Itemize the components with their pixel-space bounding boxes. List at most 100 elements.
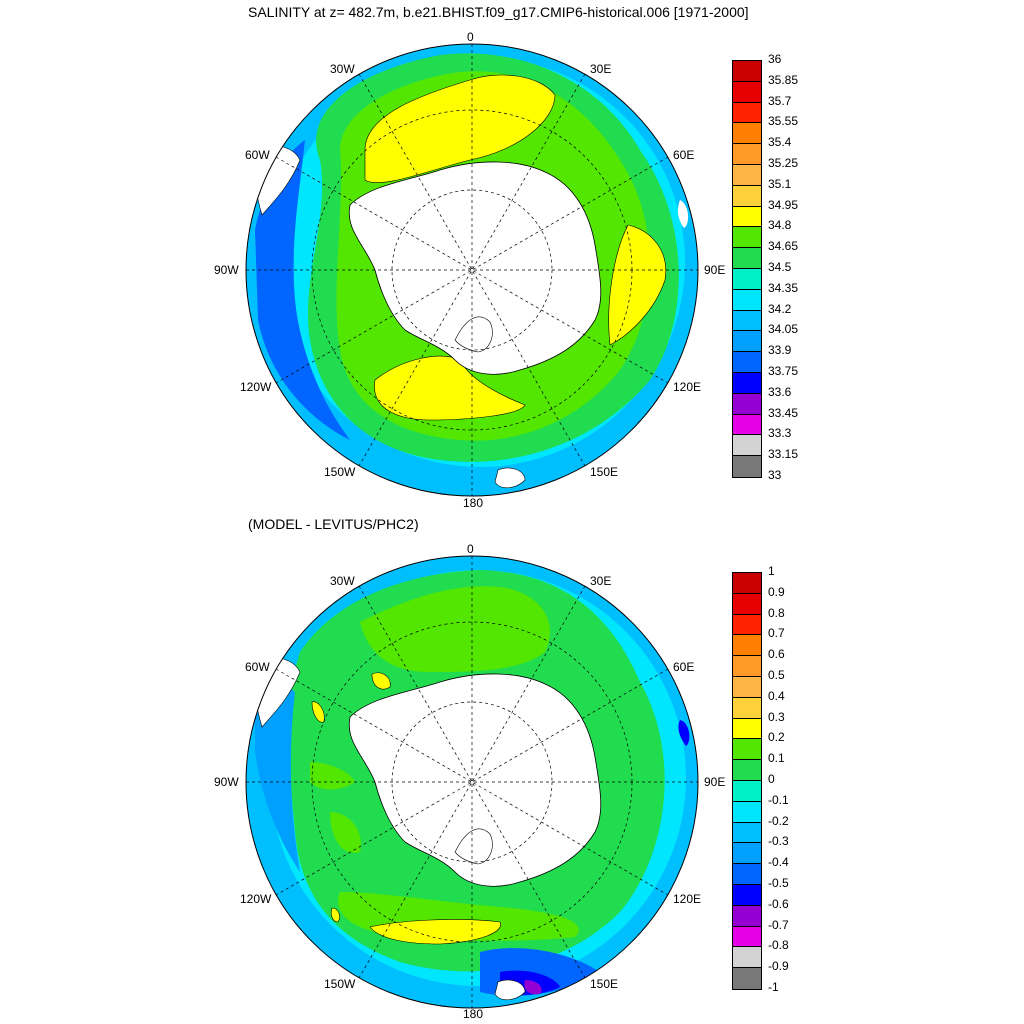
colorbar-level-label: -0.9: [768, 959, 789, 974]
colorbar-level-label: -0.1: [768, 792, 789, 807]
colorbar-swatch: [733, 801, 761, 823]
colorbar-swatch: [733, 947, 761, 969]
colorbar-swatch: [733, 780, 761, 802]
colorbar-swatch: [733, 843, 761, 865]
colorbar-swatch: [733, 372, 761, 394]
difference-polar-map: [245, 555, 699, 1009]
colorbar-level-label: 0.9: [768, 584, 785, 599]
colorbar-level-label: 33.6: [768, 384, 792, 399]
colorbar-swatch: [733, 864, 761, 885]
colorbar-swatch: [733, 268, 761, 290]
colorbar-level-label: 34.05: [768, 322, 799, 337]
colorbar-swatch: [733, 435, 761, 457]
colorbar-swatch: [733, 206, 761, 228]
lon-label: 120E: [673, 892, 702, 906]
colorbar-swatch: [733, 884, 761, 906]
colorbar-swatch: [733, 456, 761, 477]
lon-label: 60E: [673, 660, 695, 674]
lon-label: 0: [467, 542, 474, 556]
colorbar-level-label: 33.3: [768, 426, 792, 441]
lon-label: 180: [463, 496, 484, 510]
colorbar-level-label: 0.5: [768, 668, 785, 682]
lon-label: 0: [467, 30, 474, 44]
lon-label: 30E: [590, 574, 612, 588]
colorbar-swatch: [733, 614, 761, 636]
colorbar-level-label: 0.2: [768, 730, 785, 745]
salinity-polar-map: [245, 43, 699, 497]
colorbar-swatch: [733, 822, 761, 844]
colorbar-level-label: -0.2: [768, 813, 789, 828]
colorbar-swatch: [733, 718, 761, 740]
lon-label: 60W: [245, 148, 270, 162]
colorbar-swatch: [733, 81, 761, 103]
colorbar-level-label: 34.2: [768, 301, 792, 316]
colorbar-swatch: [733, 635, 761, 657]
colorbar-swatch: [733, 697, 761, 719]
lon-label: 150E: [590, 465, 619, 479]
colorbar-swatch: [733, 968, 761, 989]
lon-label: 120E: [673, 380, 702, 394]
colorbar-swatch: [733, 310, 761, 332]
colorbar-level-label: 33.15: [768, 447, 799, 462]
colorbar-level-label: -0.3: [768, 834, 789, 849]
colorbar-level-label: 33.45: [768, 405, 799, 420]
lon-label: 30W: [330, 574, 355, 588]
lon-label: 150W: [324, 977, 356, 991]
colorbar-swatch: [733, 739, 761, 761]
colorbar-swatch: [733, 144, 761, 165]
colorbar-level-label: 0.3: [768, 709, 785, 724]
lon-label: 180: [463, 1007, 484, 1021]
colorbar-swatch: [733, 123, 761, 145]
colorbar-swatch: [733, 414, 761, 436]
colorbar-level-label: 34.8: [768, 218, 792, 233]
bottom-panel-title: (MODEL - LEVITUS/PHC2): [248, 516, 419, 532]
colorbar-level-label: 33.9: [768, 343, 792, 358]
lon-label: 60E: [673, 148, 695, 162]
colorbar-swatch: [733, 102, 761, 124]
colorbar-swatch: [733, 676, 761, 698]
colorbar-swatch: [733, 905, 761, 927]
colorbar-level-label: 0.6: [768, 647, 785, 662]
colorbar-level-label: 35.85: [768, 72, 799, 87]
colorbar-level-label: 35.4: [768, 135, 792, 150]
colorbar-swatch: [733, 760, 761, 781]
colorbar-level-label: -0.7: [768, 917, 789, 932]
colorbar-swatch: [733, 248, 761, 269]
colorbar-level-label: 0.4: [768, 688, 785, 703]
colorbar-level-label: 0: [768, 772, 775, 786]
colorbar-level-label: -0.8: [768, 938, 789, 953]
lon-label: 90E: [704, 263, 726, 277]
colorbar-level-label: -0.4: [768, 855, 789, 870]
lon-label: 90W: [214, 775, 239, 789]
colorbar-level-label: 34.95: [768, 197, 799, 212]
colorbar-level-label: 35.7: [768, 93, 792, 108]
colorbar-level-label: 35.55: [768, 114, 799, 129]
colorbar-level-label: 34.5: [768, 260, 792, 274]
lon-label: 60W: [245, 660, 270, 674]
colorbar-swatch: [733, 352, 761, 373]
colorbar-level-label: 34.35: [768, 280, 799, 295]
colorbar-swatch: [733, 164, 761, 186]
lon-label: 120W: [240, 380, 272, 394]
salinity-colorbar: [732, 60, 762, 478]
top-panel-title: SALINITY at z= 482.7m, b.e21.BHIST.f09_g…: [248, 4, 749, 20]
lon-label: 30W: [330, 62, 355, 76]
lon-label: 30E: [590, 62, 612, 76]
colorbar-level-label: 34.65: [768, 239, 799, 254]
lon-label: 120W: [240, 892, 272, 906]
colorbar-level-label: -0.5: [768, 876, 789, 890]
colorbar-level-label: -1: [768, 980, 779, 994]
colorbar-swatch: [733, 227, 761, 249]
colorbar-swatch: [733, 926, 761, 948]
colorbar-level-label: 35.1: [768, 176, 792, 191]
colorbar-swatch: [733, 656, 761, 677]
colorbar-level-label: 1: [768, 564, 775, 578]
colorbar-level-label: 36: [768, 52, 782, 66]
colorbar-level-label: 0.1: [768, 751, 785, 766]
colorbar-swatch: [733, 593, 761, 615]
colorbar-level-label: 33.75: [768, 364, 799, 378]
colorbar-level-label: 0.7: [768, 626, 785, 641]
colorbar-swatch: [733, 289, 761, 311]
colorbar-swatch: [733, 61, 761, 82]
lon-label: 90W: [214, 263, 239, 277]
